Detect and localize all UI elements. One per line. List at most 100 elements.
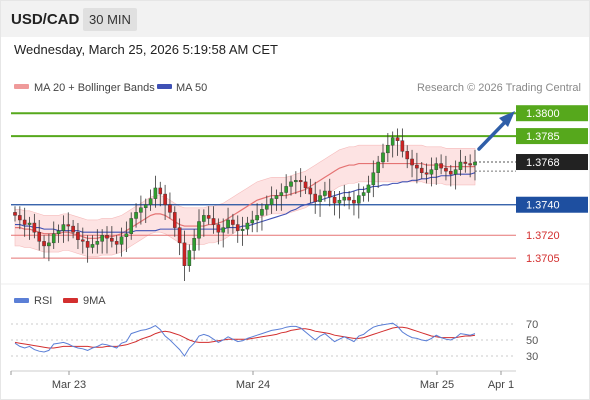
- candle-body: [240, 228, 245, 231]
- candle-body: [158, 187, 163, 195]
- candle-body: [279, 192, 284, 196]
- ma20-legend-swatch: [14, 84, 29, 89]
- candle-body: [352, 199, 356, 204]
- rsi-legend-swatch: [14, 298, 29, 303]
- candle-body: [187, 250, 192, 266]
- candle-body: [390, 137, 395, 146]
- candle-body: [424, 172, 429, 175]
- candle-body: [172, 212, 177, 228]
- pivot-label-box: [516, 196, 588, 213]
- x-tick-label: Mar 23: [52, 379, 86, 391]
- symbol-title: USD/CAD: [11, 11, 80, 28]
- candle-body: [37, 231, 42, 242]
- candle-body: [134, 212, 138, 219]
- candle-body: [332, 196, 337, 204]
- rsi-panel: 70 50 30: [11, 319, 538, 363]
- candle-body: [153, 187, 158, 199]
- rsi-legend-label: RSI: [34, 295, 52, 307]
- candle-body: [47, 242, 51, 247]
- candle-body: [264, 204, 269, 210]
- candle-body: [90, 244, 95, 248]
- copyright-text: Research © 2026 Trading Central: [417, 82, 581, 94]
- candle-body: [415, 164, 419, 169]
- candle-body: [361, 192, 366, 196]
- support-label: 1.3720: [526, 230, 560, 242]
- x-tick-label: Apr 1: [488, 379, 514, 391]
- candle-body: [105, 235, 109, 239]
- candle-body: [61, 224, 66, 231]
- candle-body: [405, 151, 410, 160]
- candle-body: [269, 198, 274, 205]
- candle-body: [342, 196, 347, 201]
- candle-body: [255, 215, 259, 221]
- forecast-arrow: [477, 111, 515, 151]
- candle-body: [356, 195, 361, 204]
- candle-body: [318, 195, 322, 202]
- candle-body: [95, 241, 100, 245]
- candle-body: [458, 161, 463, 170]
- resistance-label: 1.3785: [526, 131, 560, 143]
- candle-body: [468, 163, 472, 166]
- candle-body: [148, 198, 153, 205]
- candle-body: [298, 180, 303, 183]
- candle-body: [27, 222, 32, 225]
- candle-body: [143, 204, 148, 208]
- candle-body: [381, 152, 385, 163]
- rsi-line: [14, 322, 476, 357]
- candle-body: [303, 181, 308, 189]
- level-labels: 1.3800 1.3785 1.3768 1.3740 1.3720 1.3705: [516, 105, 588, 265]
- candle-body: [216, 224, 221, 233]
- candle-body: [337, 199, 342, 204]
- candle-body: [226, 219, 230, 228]
- interval-badge[interactable]: 30 MIN: [83, 8, 137, 31]
- ma20-line: [15, 162, 475, 239]
- rsi-tick-label: 70: [526, 319, 538, 331]
- candle-body: [177, 227, 182, 244]
- candle-body: [289, 181, 293, 187]
- x-tick-label: Mar 25: [420, 379, 454, 391]
- candle-body: [250, 219, 255, 224]
- candle-body: [444, 167, 448, 172]
- resistance-label-box: [516, 128, 588, 145]
- candle-body: [13, 212, 17, 216]
- candle-body: [66, 224, 71, 227]
- candle-body: [168, 204, 172, 213]
- candle-body: [22, 219, 27, 225]
- x-axis: Mar 23 Mar 24 Mar 25 Apr 1: [10, 371, 514, 391]
- ma20-legend-label: MA 20 + Bollinger Bands: [34, 82, 155, 94]
- candle-body: [231, 219, 235, 225]
- candle-body: [211, 218, 216, 225]
- candle-body: [100, 235, 104, 242]
- candle-body: [308, 187, 313, 195]
- timestamp: Wednesday, March 25, 2026 5:19:58 AM CET: [14, 42, 278, 57]
- rsi-tick-label: 50: [526, 335, 538, 347]
- candle-body: [463, 161, 468, 164]
- pivot-label: 1.3740: [526, 200, 560, 212]
- candle-body: [410, 158, 414, 166]
- ma50-legend-label: MA 50: [176, 82, 207, 94]
- header-bar: USD/CAD 30 MIN: [1, 1, 589, 37]
- last-price-label-box: [516, 154, 588, 171]
- ma50-legend-swatch: [157, 84, 172, 89]
- candle-body: [371, 172, 376, 186]
- candle-body: [395, 137, 400, 141]
- candle-body: [56, 230, 61, 234]
- candle-body: [119, 236, 124, 245]
- candle-body: [294, 180, 298, 183]
- candle-body: [473, 161, 477, 166]
- candle-body: [124, 233, 129, 237]
- candles: [13, 128, 477, 281]
- moving-averages: [15, 162, 476, 239]
- rsi-ma-line: [14, 326, 476, 349]
- candle-body: [129, 218, 134, 234]
- candle-body: [71, 225, 75, 233]
- candle-body: [347, 196, 351, 201]
- candle-body: [182, 242, 187, 266]
- candle-body: [327, 190, 332, 198]
- rsi-ma-legend-label: 9MA: [83, 295, 106, 307]
- candle-body: [448, 170, 453, 175]
- candle-body: [439, 163, 443, 169]
- candle-body: [110, 238, 114, 242]
